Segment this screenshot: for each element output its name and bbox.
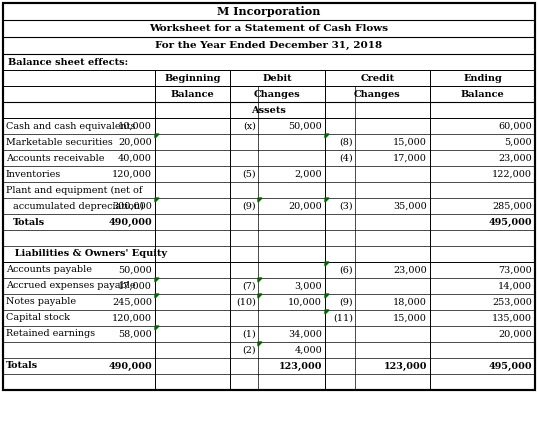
- Text: Cash and cash equivalents: Cash and cash equivalents: [6, 122, 136, 130]
- Text: 15,000: 15,000: [393, 314, 427, 323]
- Text: Assets: Assets: [252, 105, 286, 114]
- Text: Marketable securities: Marketable securities: [6, 138, 113, 147]
- Text: Debit: Debit: [263, 74, 292, 82]
- Text: M Incorporation: M Incorporation: [217, 6, 321, 17]
- Polygon shape: [325, 198, 329, 202]
- Text: (11): (11): [333, 314, 353, 323]
- Polygon shape: [155, 134, 159, 138]
- Text: (10): (10): [236, 298, 256, 306]
- Text: (1): (1): [242, 329, 256, 338]
- Polygon shape: [258, 342, 262, 346]
- Text: 3,000: 3,000: [294, 281, 322, 291]
- Text: 495,000: 495,000: [489, 218, 532, 227]
- Text: 20,000: 20,000: [498, 329, 532, 338]
- Text: 14,000: 14,000: [498, 281, 532, 291]
- Text: Totals: Totals: [6, 362, 38, 371]
- Text: 4,000: 4,000: [294, 346, 322, 354]
- Text: For the Year Ended December 31, 2018: For the Year Ended December 31, 2018: [155, 41, 383, 50]
- Text: 245,000: 245,000: [112, 298, 152, 306]
- Text: 23,000: 23,000: [498, 153, 532, 162]
- Text: Balance sheet effects:: Balance sheet effects:: [8, 57, 128, 66]
- Polygon shape: [258, 278, 262, 282]
- Text: 58,000: 58,000: [118, 329, 152, 338]
- Text: Notes payable: Notes payable: [6, 298, 76, 306]
- Text: 490,000: 490,000: [108, 218, 152, 227]
- Text: 20,000: 20,000: [118, 138, 152, 147]
- Text: 122,000: 122,000: [492, 170, 532, 178]
- Polygon shape: [325, 294, 329, 298]
- Text: Credit: Credit: [360, 74, 394, 82]
- Text: Capital stock: Capital stock: [6, 314, 70, 323]
- Text: Retained earnings: Retained earnings: [6, 329, 95, 338]
- Text: Balance: Balance: [461, 90, 505, 99]
- Text: 18,000: 18,000: [393, 298, 427, 306]
- Text: 10,000: 10,000: [118, 122, 152, 130]
- Text: 50,000: 50,000: [288, 122, 322, 130]
- Text: 495,000: 495,000: [489, 362, 532, 371]
- Text: (4): (4): [339, 153, 353, 162]
- Text: 40,000: 40,000: [118, 153, 152, 162]
- Text: (x): (x): [243, 122, 256, 130]
- Text: Accounts payable: Accounts payable: [6, 266, 92, 275]
- Text: Worksheet for a Statement of Cash Flows: Worksheet for a Statement of Cash Flows: [150, 24, 388, 33]
- Text: (3): (3): [339, 201, 353, 210]
- Text: Totals: Totals: [13, 218, 45, 227]
- Polygon shape: [258, 294, 262, 298]
- Polygon shape: [325, 134, 329, 138]
- Polygon shape: [155, 198, 159, 202]
- Text: 17,000: 17,000: [118, 281, 152, 291]
- Text: 34,000: 34,000: [288, 329, 322, 338]
- Text: 15,000: 15,000: [393, 138, 427, 147]
- Text: (9): (9): [339, 298, 353, 306]
- Text: 35,000: 35,000: [393, 201, 427, 210]
- Text: 5,000: 5,000: [505, 138, 532, 147]
- Text: Changes: Changes: [254, 90, 301, 99]
- Text: Accounts receivable: Accounts receivable: [6, 153, 104, 162]
- Polygon shape: [325, 262, 329, 266]
- Text: 20,000: 20,000: [288, 201, 322, 210]
- Text: (5): (5): [243, 170, 256, 178]
- Text: Inventories: Inventories: [6, 170, 61, 178]
- Text: 2,000: 2,000: [294, 170, 322, 178]
- Text: Accrued expenses payable: Accrued expenses payable: [6, 281, 136, 291]
- Text: Changes: Changes: [354, 90, 401, 99]
- Text: Liabilities & Owners' Equity: Liabilities & Owners' Equity: [8, 249, 167, 258]
- Text: 17,000: 17,000: [393, 153, 427, 162]
- Text: 60,000: 60,000: [498, 122, 532, 130]
- Text: accumulated depreciation): accumulated depreciation): [13, 201, 144, 210]
- Polygon shape: [155, 278, 159, 282]
- Text: 50,000: 50,000: [118, 266, 152, 275]
- Text: (7): (7): [243, 281, 256, 291]
- Polygon shape: [155, 294, 159, 298]
- Text: Balance: Balance: [171, 90, 214, 99]
- Text: 135,000: 135,000: [492, 314, 532, 323]
- Polygon shape: [325, 310, 329, 314]
- Text: 120,000: 120,000: [112, 170, 152, 178]
- Text: (2): (2): [243, 346, 256, 354]
- Text: (8): (8): [339, 138, 353, 147]
- Text: 285,000: 285,000: [492, 201, 532, 210]
- Text: 120,000: 120,000: [112, 314, 152, 323]
- Text: Plant and equipment (net of: Plant and equipment (net of: [6, 185, 143, 195]
- Text: 490,000: 490,000: [108, 362, 152, 371]
- Polygon shape: [258, 198, 262, 202]
- Text: 123,000: 123,000: [384, 362, 427, 371]
- Text: (6): (6): [339, 266, 353, 275]
- Text: 123,000: 123,000: [279, 362, 322, 371]
- Text: 253,000: 253,000: [492, 298, 532, 306]
- Text: 23,000: 23,000: [393, 266, 427, 275]
- Text: Ending: Ending: [463, 74, 502, 82]
- Text: 300,000: 300,000: [112, 201, 152, 210]
- Text: 73,000: 73,000: [498, 266, 532, 275]
- Polygon shape: [155, 326, 159, 330]
- Text: 10,000: 10,000: [288, 298, 322, 306]
- Text: Beginning: Beginning: [164, 74, 221, 82]
- Text: (9): (9): [243, 201, 256, 210]
